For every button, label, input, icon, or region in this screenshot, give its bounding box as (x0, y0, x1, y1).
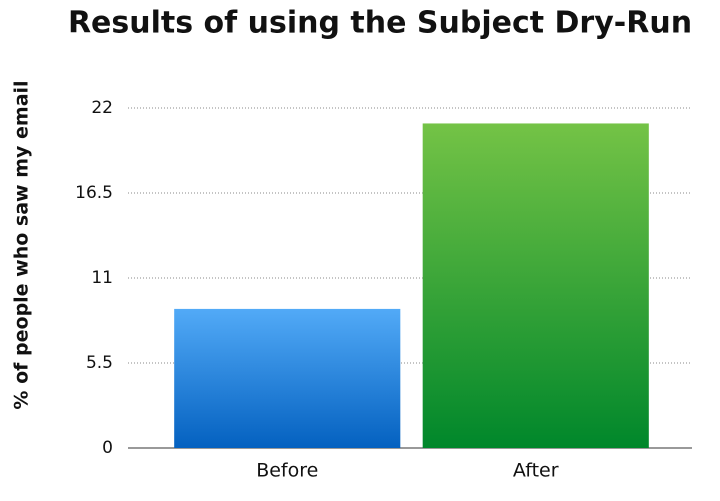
chart-title: Results of using the Subject Dry-Run (68, 6, 692, 41)
y-tick-label: 16.5 (75, 183, 113, 203)
bar (422, 123, 649, 449)
x-tick-label: After (513, 460, 559, 482)
x-tick-label: Before (256, 460, 318, 482)
y-tick-label: 0 (102, 438, 113, 458)
bar (174, 308, 401, 448)
y-tick-label: 22 (91, 98, 113, 118)
y-tick-label: 5.5 (86, 353, 113, 373)
y-axis-label: % of people who saw my email (11, 80, 33, 409)
y-tick-label: 11 (91, 268, 113, 288)
